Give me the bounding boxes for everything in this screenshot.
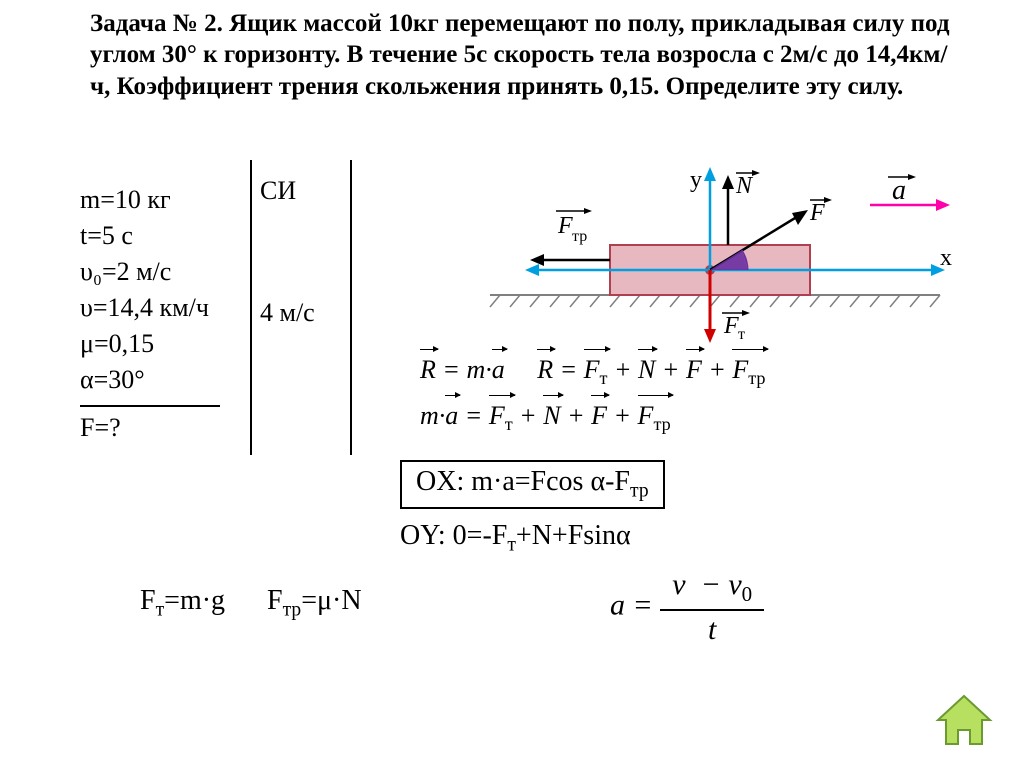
divider-1 bbox=[250, 160, 252, 455]
equation-acceleration: a = ν − ν0 t bbox=[610, 568, 764, 647]
svg-text:N: N bbox=[735, 173, 754, 199]
equation-ma: m·a = Fт + N + F + Fтр bbox=[420, 401, 980, 435]
problem-statement: Задача № 2. Ящик массой 10кг перемещают … bbox=[90, 8, 960, 102]
equation-r: R = m·a R = Fт + N + F + Fтр bbox=[420, 355, 980, 389]
svg-text:т: т bbox=[738, 326, 745, 343]
equation-area: R = m·a R = Fт + N + F + Fтр m·a = Fт + … bbox=[420, 355, 980, 447]
given-alpha: α=30° bbox=[80, 365, 250, 395]
equation-ox: OX: m·a=Fcos α-Fтр bbox=[400, 460, 665, 509]
si-label: СИ bbox=[260, 176, 350, 206]
equation-oy: OY: 0=-Fт+N+Fsinα bbox=[400, 520, 631, 557]
given-v: υ=14,4 км/ч bbox=[80, 293, 250, 323]
svg-text:F: F bbox=[723, 313, 739, 339]
svg-text:тр: тр bbox=[572, 228, 587, 245]
given-column: m=10 кг t=5 с υ₀=2 м/с υ=14,4 км/ч μ=0,1… bbox=[80, 185, 250, 449]
equation-forces: Fт=m·g Fтр=μ·N bbox=[140, 585, 362, 622]
divider-2 bbox=[350, 160, 352, 455]
svg-text:y: y bbox=[690, 167, 702, 193]
si-v-converted: 4 м/с bbox=[260, 298, 350, 328]
svg-text:F: F bbox=[557, 213, 573, 239]
given-find: F=? bbox=[80, 413, 250, 443]
si-column: СИ 4 м/с bbox=[260, 170, 350, 328]
svg-text:x: x bbox=[940, 245, 952, 271]
given-v0: υ₀=2 м/с bbox=[80, 257, 250, 287]
given-m: m=10 кг bbox=[80, 185, 250, 215]
given-t: t=5 с bbox=[80, 221, 250, 251]
given-mu: μ=0,15 bbox=[80, 329, 250, 359]
svg-text:a: a bbox=[892, 175, 906, 206]
svg-text:F: F bbox=[809, 200, 825, 226]
given-divider bbox=[80, 405, 220, 407]
free-body-diagram: y x N F a F тр F bbox=[480, 165, 960, 345]
home-button[interactable] bbox=[932, 690, 996, 750]
